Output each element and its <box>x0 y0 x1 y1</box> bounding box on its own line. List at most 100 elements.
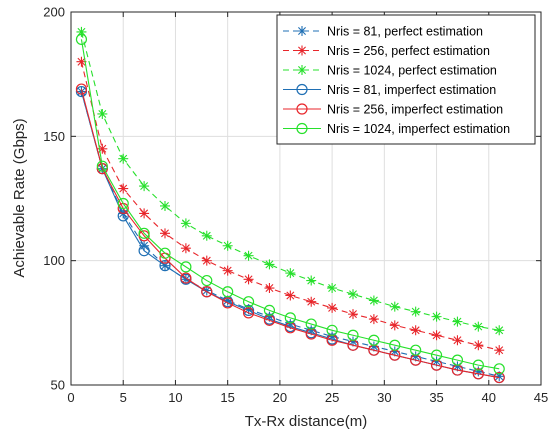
series-0-point-6 <box>201 285 212 296</box>
series-5-point-5 <box>180 261 192 273</box>
series-0-point-14 <box>368 341 379 352</box>
series-1-point-2 <box>118 183 129 194</box>
series-2-point-4 <box>160 200 170 211</box>
legend-marker-5 <box>296 122 308 135</box>
series-1-point-14 <box>368 314 379 325</box>
series-2-point-16 <box>410 306 421 317</box>
legend-item-0: Nris = 81, perfect estimation <box>283 25 483 39</box>
series-1-point-8 <box>243 274 254 285</box>
series-4-point-20 <box>493 371 505 384</box>
series-2-point-14 <box>368 295 379 306</box>
y-tick-label-1: 100 <box>43 253 65 268</box>
series-5-point-20 <box>493 363 505 375</box>
series-5-point-7 <box>222 286 234 298</box>
x-tick-label-5: 25 <box>325 390 339 405</box>
series-0-point-15 <box>389 346 400 357</box>
series-5-point-13 <box>347 329 359 341</box>
legend-item-3: Nris = 81, imperfect estimation <box>283 83 496 97</box>
series-5-point-3 <box>138 227 150 239</box>
x-tick-label-7: 35 <box>429 390 443 405</box>
series-5-point-2 <box>117 197 129 210</box>
x-tick-label-6: 30 <box>377 390 391 405</box>
legend-label-2: Nris = 1024, perfect estimation <box>327 64 497 78</box>
y-tick-label-2: 150 <box>43 129 65 144</box>
series-1-point-17 <box>431 330 442 341</box>
series-5-point-14 <box>368 334 380 346</box>
series-1-point-0 <box>76 56 87 67</box>
legend-item-4: Nris = 256, imperfect estimation <box>283 103 503 117</box>
series-1-point-15 <box>389 320 400 331</box>
series-0-point-7 <box>222 295 233 306</box>
y-axis-label: Achievable Rate (Gbps) <box>11 118 28 277</box>
legend-marker-2 <box>297 65 307 75</box>
series-layer <box>75 26 505 384</box>
series-3-point-4 <box>159 260 171 272</box>
series-0-point-18 <box>452 361 463 372</box>
axis-ticks: 0 5 10 15 20 25 30 35 40 45 50 100 150 200 <box>43 5 548 406</box>
series-1-point-9 <box>264 283 275 294</box>
series-5-point-10 <box>284 312 296 324</box>
series-5-point-16 <box>410 344 422 356</box>
series-5-point-12 <box>326 324 338 336</box>
series-5-point-0 <box>75 33 88 45</box>
series-2-point-12 <box>327 283 338 294</box>
series-1 <box>76 56 505 356</box>
series-5-point-19 <box>472 359 484 371</box>
series-2-point-10 <box>285 268 296 279</box>
series-4-point-8 <box>242 307 255 319</box>
series-2-point-11 <box>306 275 317 286</box>
series-2-point-5 <box>180 218 191 229</box>
legend-marker-3 <box>296 83 308 96</box>
series-1-point-3 <box>139 208 150 219</box>
series-2-point-7 <box>222 240 233 251</box>
series-1-point-20 <box>494 345 505 356</box>
series-2-point-20 <box>494 325 505 336</box>
legend-label-3: Nris = 81, imperfect estimation <box>327 83 496 97</box>
legend-item-1: Nris = 256, perfect estimation <box>283 44 490 58</box>
plot-frame <box>70 11 542 386</box>
series-3-point-2 <box>117 210 129 222</box>
series-1-point-19 <box>473 340 484 351</box>
legend-item-2: Nris = 1024, perfect estimation <box>283 64 497 78</box>
series-4-point-5 <box>180 272 192 284</box>
series-line-5 <box>80 39 500 370</box>
legend-label-1: Nris = 256, perfect estimation <box>327 44 490 58</box>
y-tick-label-0: 50 <box>51 378 65 393</box>
series-2-point-15 <box>389 301 400 312</box>
series-0-point-16 <box>410 351 421 362</box>
series-2-point-9 <box>264 259 275 270</box>
series-line-4 <box>80 88 500 379</box>
series-0-point-10 <box>285 319 296 330</box>
series-5-point-4 <box>159 247 171 259</box>
legend-marker-4 <box>296 103 308 115</box>
series-1-point-7 <box>222 265 233 276</box>
legend: Nris = 81, perfect estimation Nris = 256,… <box>276 14 536 145</box>
series-4-point-19 <box>472 368 484 380</box>
legend-item-5: Nris = 1024, imperfect estimation <box>283 122 510 136</box>
series-1-point-13 <box>348 309 358 320</box>
series-5-point-1 <box>96 160 108 172</box>
legend-marker-1 <box>297 45 307 56</box>
series-2-point-6 <box>201 230 212 241</box>
series-5-point-9 <box>263 304 276 316</box>
series-1-point-1 <box>97 143 108 154</box>
series-0-point-12 <box>327 331 338 342</box>
series-1-point-16 <box>410 325 421 336</box>
series-5-point-6 <box>201 274 213 287</box>
series-5-point-15 <box>389 339 401 351</box>
x-tick-label-8: 40 <box>482 390 496 405</box>
series-1-point-5 <box>180 243 191 254</box>
series-5-point-8 <box>242 296 255 308</box>
series-1-point-18 <box>452 335 463 346</box>
x-tick-label-3: 15 <box>220 390 234 405</box>
series-4-point-0 <box>75 83 88 95</box>
series-2-point-3 <box>139 181 150 192</box>
series-2-point-13 <box>348 289 358 300</box>
series-line-1 <box>80 61 500 351</box>
series-0-point-9 <box>264 311 275 322</box>
y-tick-label-3: 200 <box>43 5 65 20</box>
series-1-point-10 <box>285 290 296 301</box>
series-0-point-8 <box>243 304 254 315</box>
series-2-point-8 <box>243 250 254 261</box>
series-1-point-6 <box>201 255 212 266</box>
